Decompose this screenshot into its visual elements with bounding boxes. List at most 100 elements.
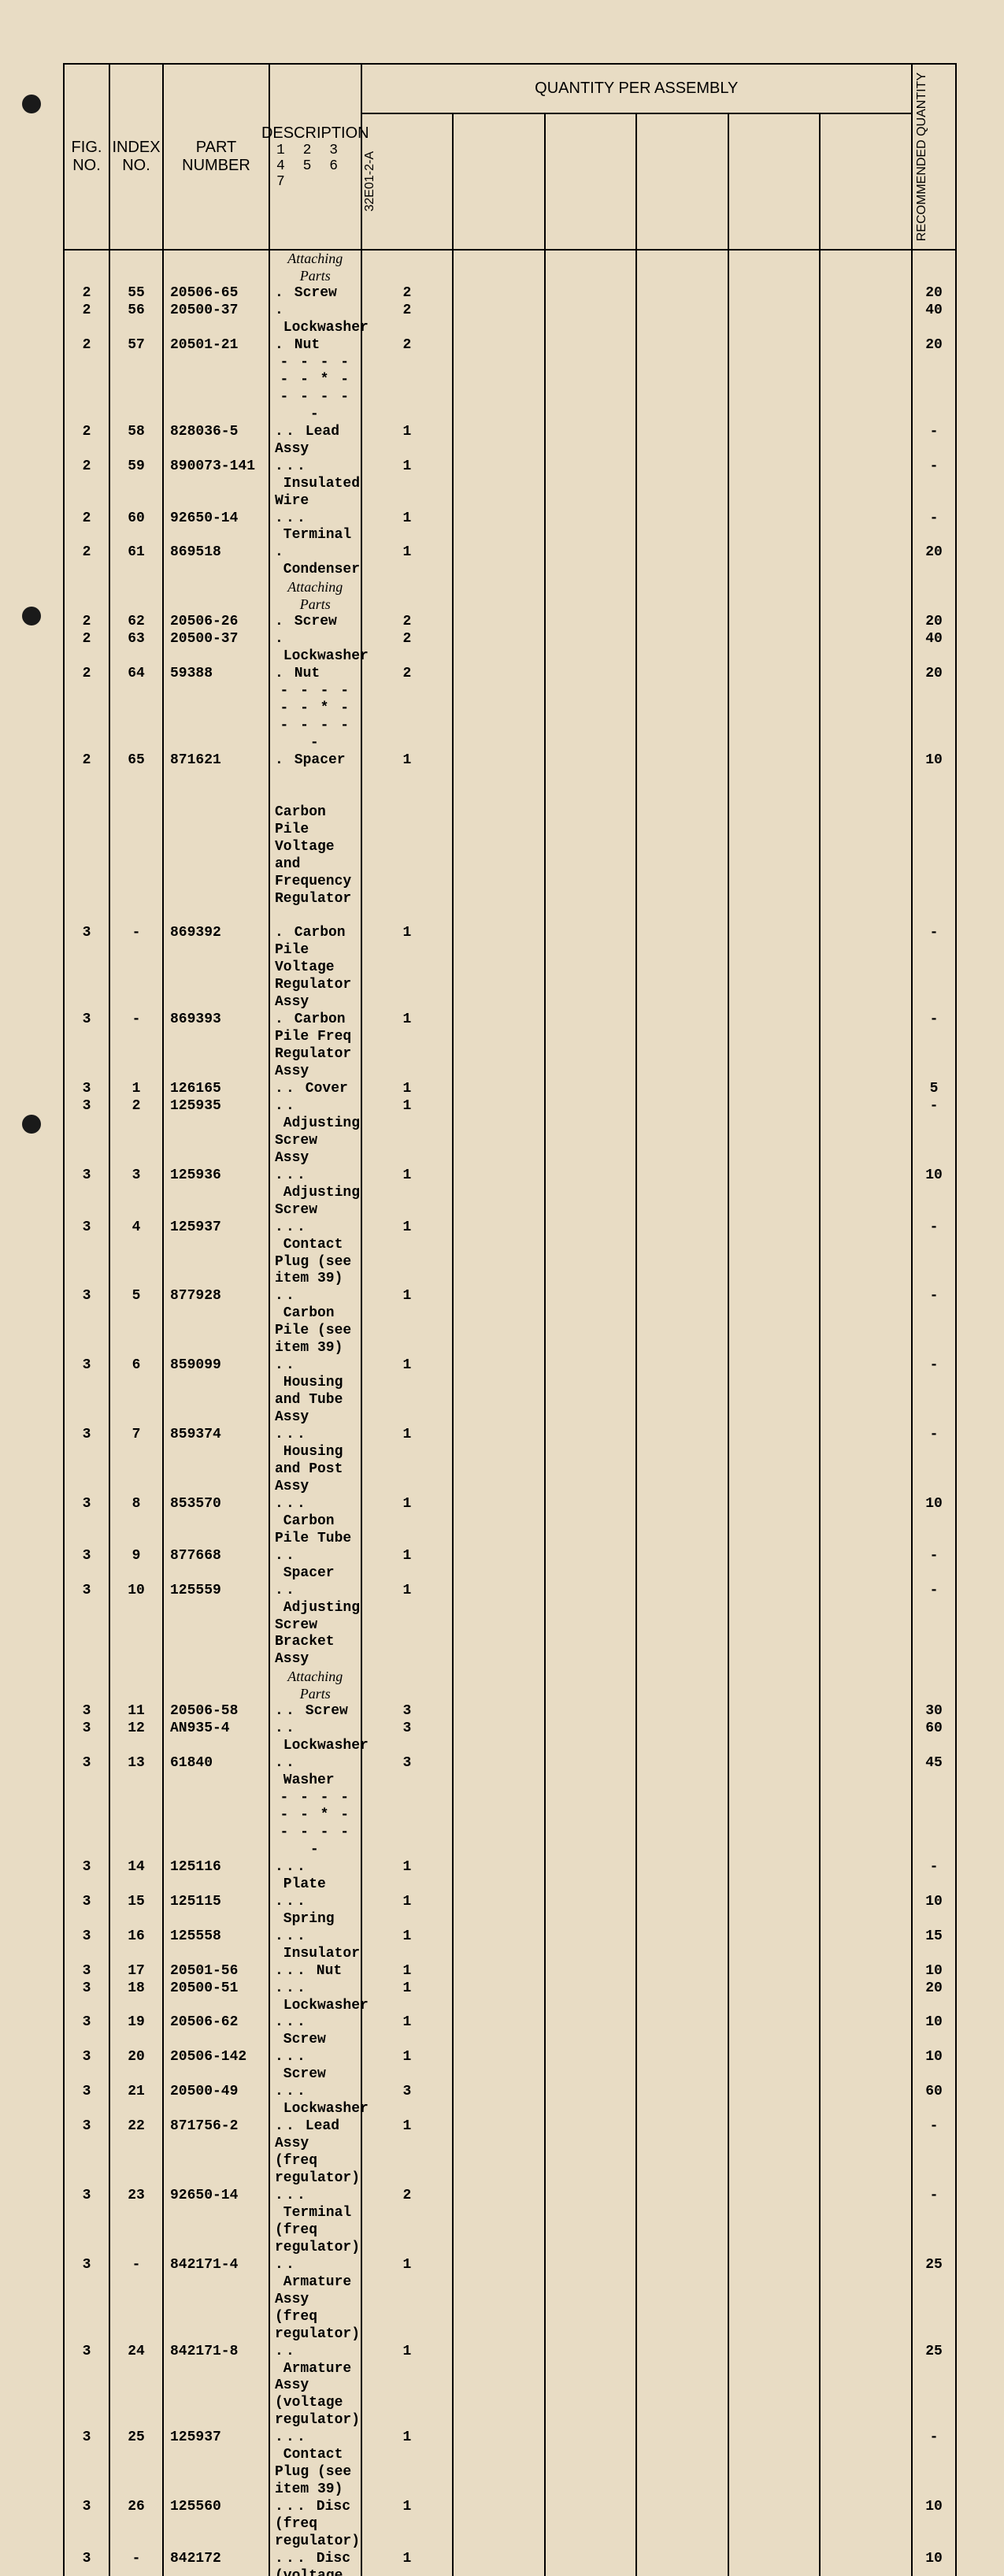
cell-fig: 3 xyxy=(64,2014,109,2049)
cell-rec: 10 xyxy=(912,2499,956,2551)
cell-rec: - xyxy=(912,2118,956,2188)
cell-fig: 3 xyxy=(64,1720,109,1755)
cell-rec: - xyxy=(912,1098,956,1167)
cell-rec: 20 xyxy=(912,337,956,354)
table-row: 26459388. Nut220 xyxy=(64,666,956,683)
indent-guide: 1 2 3 4 5 6 7 xyxy=(272,143,359,190)
cell-part: 125559 xyxy=(163,1583,269,1669)
cell-part: 125560 xyxy=(163,2499,269,2551)
cell-index: - xyxy=(109,1011,163,1081)
cell-index: 9 xyxy=(109,1548,163,1583)
cell-index: 20 xyxy=(109,2049,163,2084)
cell-rec: 10 xyxy=(912,2014,956,2049)
cell-fig: 3 xyxy=(64,1219,109,1289)
cell-index: 23 xyxy=(109,2188,163,2257)
cell-desc: . Carbon Pile Freq Regulator Assy xyxy=(269,1011,361,1081)
cell-fig: 3 xyxy=(64,925,109,1011)
cell-qty: 1 xyxy=(361,2118,454,2188)
cell-fig: 2 xyxy=(64,666,109,683)
cell-part: 20506-26 xyxy=(163,614,269,631)
cell-desc: .. Adjusting Screw Bracket Assy xyxy=(269,1583,361,1669)
cell-desc: .. Cover xyxy=(269,1081,361,1098)
cell-qty: 2 xyxy=(361,285,454,303)
cell-index: 65 xyxy=(109,752,163,770)
cell-rec: 20 xyxy=(912,285,956,303)
cell-rec: 25 xyxy=(912,2257,956,2344)
cell-fig: 3 xyxy=(64,1583,109,1669)
cell-qty: 2 xyxy=(361,2188,454,2257)
table-row: 3-869392. Carbon Pile Voltage Regulator … xyxy=(64,925,956,1011)
cell-part: 869392 xyxy=(163,925,269,1011)
table-row: 31920506-62... Screw110 xyxy=(64,2014,956,2049)
cell-part: 877928 xyxy=(163,1288,269,1357)
cell-desc: . Spacer xyxy=(269,752,361,770)
cell-fig: 3 xyxy=(64,2188,109,2257)
cell-index: 57 xyxy=(109,337,163,354)
cell-part: 20506-65 xyxy=(163,285,269,303)
cell-fig: 2 xyxy=(64,631,109,666)
table-row: - - - - - - * - - - - - - xyxy=(64,683,956,752)
cell-fig: 2 xyxy=(64,752,109,770)
cell-index: - xyxy=(109,2551,163,2576)
cell-qty: 1 xyxy=(361,2429,454,2499)
cell-desc: .. Carbon Pile (see item 39) xyxy=(269,1288,361,1357)
cell-qty: 1 xyxy=(361,2049,454,2084)
cell-qty: 1 xyxy=(361,2551,454,2576)
cell-part: 859374 xyxy=(163,1427,269,1496)
table-row: Attaching Parts xyxy=(64,1668,956,1703)
cell-index: 25 xyxy=(109,2429,163,2499)
cell-part: 877668 xyxy=(163,1548,269,1583)
cell-fig: 3 xyxy=(64,2344,109,2430)
separator: - - - - - - * - - - - - - xyxy=(269,354,361,424)
cell-index: 21 xyxy=(109,2084,163,2118)
cell-part: 828036-5 xyxy=(163,424,269,458)
cell-index: 16 xyxy=(109,1928,163,1963)
cell-rec: - xyxy=(912,1288,956,1357)
cell-part: 125937 xyxy=(163,2429,269,2499)
table-row: 25620500-37. Lockwasher240 xyxy=(64,303,956,337)
cell-part: 20501-21 xyxy=(163,337,269,354)
cell-part: 842171-4 xyxy=(163,2257,269,2344)
cell-index: - xyxy=(109,2257,163,2344)
cell-index: 7 xyxy=(109,1427,163,1496)
table-row: 3-842171-4.. Armature Assy (freq regulat… xyxy=(64,2257,956,2344)
table-row: 35877928.. Carbon Pile (see item 39)1- xyxy=(64,1288,956,1357)
header-qty-6 xyxy=(820,113,912,250)
cell-qty: 3 xyxy=(361,2084,454,2118)
cell-rec: 45 xyxy=(912,1755,956,1790)
cell-qty: 1 xyxy=(361,1098,454,1167)
cell-index: 13 xyxy=(109,1755,163,1790)
cell-index: 19 xyxy=(109,2014,163,2049)
cell-rec: - xyxy=(912,1583,956,1669)
table-row: 32120500-49... Lockwasher360 xyxy=(64,2084,956,2118)
cell-rec: 30 xyxy=(912,1703,956,1720)
cell-qty: 1 xyxy=(361,510,454,545)
cell-desc: ... Contact Plug (see item 39) xyxy=(269,1219,361,1289)
table-row: 3-842172... Disc (voltage regulator)110 xyxy=(64,2551,956,2576)
cell-fig: 3 xyxy=(64,1755,109,1790)
cell-fig: 3 xyxy=(64,1963,109,1980)
cell-index: 15 xyxy=(109,1894,163,1928)
cell-part: AN935-4 xyxy=(163,1720,269,1755)
cell-desc: . Nut xyxy=(269,666,361,683)
table-row: 25520506-65. Screw220 xyxy=(64,285,956,303)
cell-desc: .. Lockwasher xyxy=(269,1720,361,1755)
cell-desc: ... Disc (freq regulator) xyxy=(269,2499,361,2551)
cell-desc: ... Lockwasher xyxy=(269,2084,361,2118)
section-header: Attaching Parts xyxy=(269,1668,361,1703)
cell-part: 859099 xyxy=(163,1357,269,1427)
cell-desc: . Screw xyxy=(269,614,361,631)
cell-desc: .. Lead Assy xyxy=(269,424,361,458)
cell-qty: 1 xyxy=(361,1288,454,1357)
cell-index: 14 xyxy=(109,1859,163,1894)
table-row: 326125560... Disc (freq regulator)110 xyxy=(64,2499,956,2551)
table-row: 33125936... Adjusting Screw110 xyxy=(64,1167,956,1219)
table-row xyxy=(64,908,956,925)
header-rec: RECOMMENDED QUANTITY xyxy=(912,64,956,250)
table-row: 31361840.. Washer345 xyxy=(64,1755,956,1790)
table-row: 31820500-51... Lockwasher120 xyxy=(64,1980,956,2015)
table-row: 259890073-141... Insulated Wire1- xyxy=(64,458,956,510)
cell-fig: 3 xyxy=(64,1081,109,1098)
table-row: 26092650-14... Terminal1- xyxy=(64,510,956,545)
table-row: 31720501-56... Nut110 xyxy=(64,1963,956,1980)
